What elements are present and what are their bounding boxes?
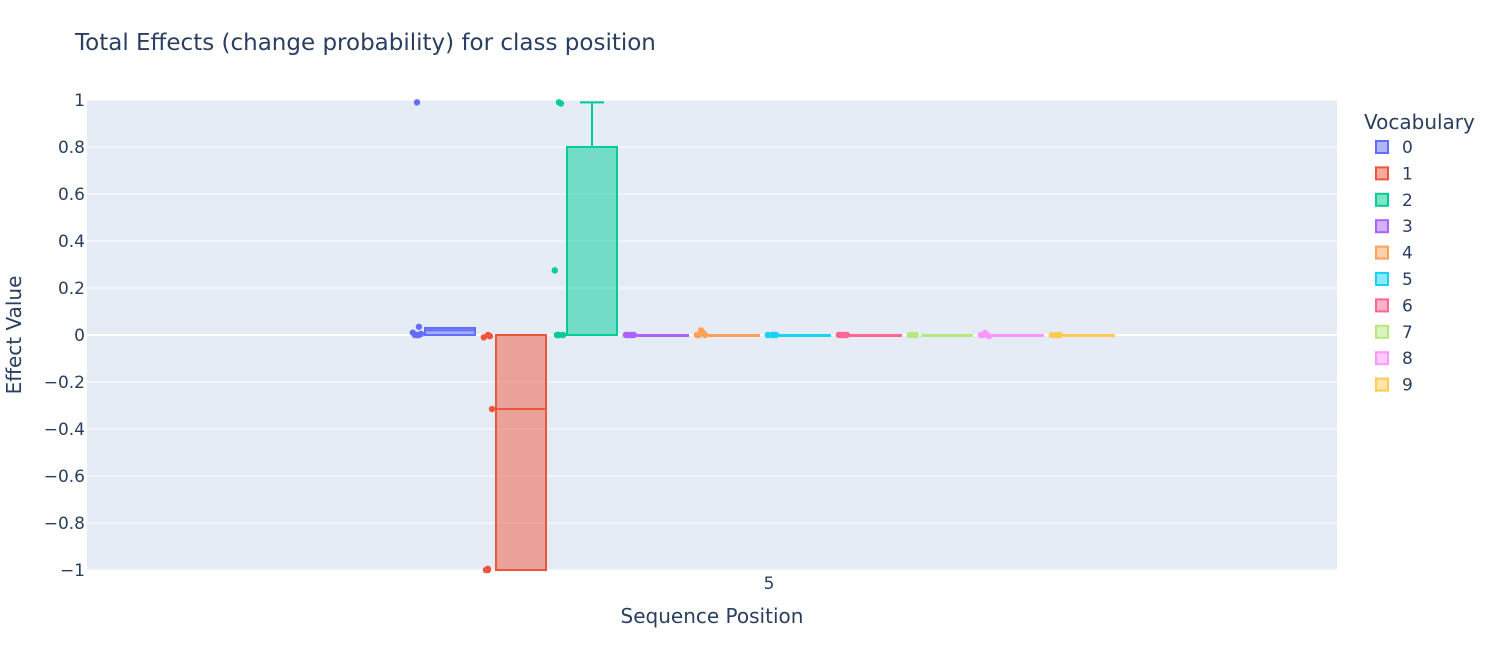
legend-label: 5 [1402, 270, 1413, 290]
box-trace-6 [835, 331, 902, 339]
y-tick-label: −0.8 [44, 514, 85, 534]
y-tick-label: −0.4 [44, 420, 85, 440]
legend-item-5[interactable]: 5 [1375, 270, 1413, 290]
data-point [912, 331, 920, 339]
legend-swatch [1375, 192, 1389, 207]
x-tick-label: 5 [764, 574, 775, 594]
data-point [701, 331, 709, 339]
box-trace-7 [906, 331, 973, 339]
data-point [906, 331, 913, 339]
legend-item-9[interactable]: 9 [1375, 376, 1413, 396]
data-point [413, 99, 421, 106]
legend-label: 7 [1402, 323, 1413, 343]
y-axis-ticks: −1 −0.8 −0.6 −0.4 −0.2 0 0.2 0.4 0.6 0.8 1 [44, 91, 85, 581]
data-point [630, 331, 638, 339]
box-trace-3 [622, 331, 689, 339]
y-tick-label: 0.2 [58, 279, 85, 299]
y-tick-label: 0.4 [58, 232, 85, 252]
legend-label: 9 [1402, 376, 1413, 396]
data-point [551, 267, 558, 274]
y-tick-label: −0.6 [44, 467, 85, 487]
legend-label: 3 [1402, 217, 1413, 237]
data-point [415, 323, 423, 330]
data-point [624, 331, 632, 339]
legend-label: 6 [1402, 296, 1413, 316]
legend-item-8[interactable]: 8 [1375, 349, 1413, 369]
legend-item-6[interactable]: 6 [1375, 296, 1413, 316]
box [566, 146, 618, 336]
legend-label: 8 [1402, 349, 1413, 369]
legend-label: 4 [1402, 244, 1413, 264]
y-tick-label: 0.8 [58, 138, 85, 158]
data-point [772, 331, 780, 339]
data-point [415, 331, 423, 339]
data-point [1048, 331, 1056, 339]
data-point [557, 100, 565, 107]
legend-label: 0 [1402, 138, 1413, 158]
y-tick-label: −1 [60, 561, 85, 581]
y-tick-label: 0 [74, 326, 85, 346]
y-tick-label: 0.6 [58, 185, 85, 205]
box-trace-8 [977, 329, 1044, 340]
data-point [837, 331, 845, 339]
data-point [555, 331, 563, 339]
y-tick-label: −0.2 [44, 373, 85, 393]
chart-title: Total Effects (change probability) for c… [74, 30, 656, 56]
data-point [484, 566, 492, 574]
box-trace-2 [551, 99, 618, 339]
legend-item-3[interactable]: 3 [1375, 217, 1413, 237]
box-trace-0 [409, 99, 476, 339]
data-point [985, 332, 993, 340]
data-point [1056, 331, 1064, 339]
legend-swatch [1375, 272, 1389, 286]
legend-item-2[interactable]: 2 [1375, 191, 1413, 211]
data-point [488, 405, 496, 413]
legend-swatch [1375, 219, 1389, 234]
y-tick-label: 1 [74, 91, 85, 111]
data-point [480, 334, 487, 341]
legend: Vocabulary 0 1 2 3 4 5 6 7 8 9 [1364, 110, 1475, 396]
box-trace-9 [1048, 331, 1115, 339]
y-axis-title: Effect Value [2, 276, 26, 395]
legend-item-7[interactable]: 7 [1375, 323, 1413, 343]
legend-label: 2 [1402, 191, 1413, 211]
legend-item-1[interactable]: 1 [1375, 164, 1413, 184]
box-traces [409, 99, 1115, 574]
box-trace-1 [480, 331, 547, 574]
legend-item-4[interactable]: 4 [1375, 244, 1413, 264]
legend-title: Vocabulary [1364, 110, 1475, 134]
legend-swatch [1375, 166, 1389, 181]
legend-label: 1 [1402, 164, 1413, 184]
legend-swatch [1375, 245, 1389, 260]
box [424, 326, 476, 337]
data-point [764, 331, 771, 339]
box [495, 334, 547, 571]
data-point [979, 331, 987, 339]
legend-item-0[interactable]: 0 [1375, 138, 1413, 158]
legend-swatch [1375, 140, 1389, 154]
legend-swatch [1375, 377, 1389, 392]
data-point [695, 331, 703, 339]
legend-swatch [1375, 351, 1389, 366]
box-trace-5 [764, 331, 831, 339]
box-trace-4 [693, 327, 760, 339]
legend-swatch [1375, 298, 1389, 313]
x-axis-title: Sequence Position [621, 604, 804, 628]
legend-swatch [1375, 324, 1389, 339]
data-point [843, 331, 851, 339]
data-point [486, 332, 494, 340]
